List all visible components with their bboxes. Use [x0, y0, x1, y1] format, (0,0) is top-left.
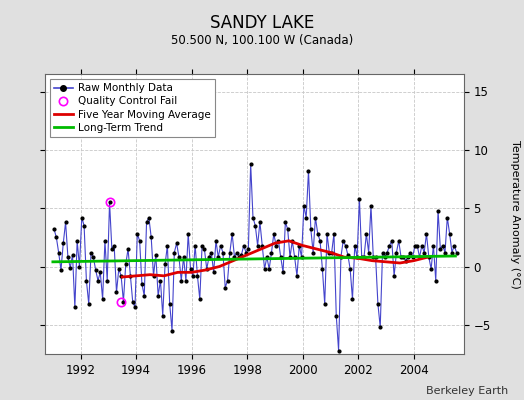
Text: Berkeley Earth: Berkeley Earth [426, 386, 508, 396]
Y-axis label: Temperature Anomaly (°C): Temperature Anomaly (°C) [510, 140, 520, 288]
Text: 50.500 N, 100.100 W (Canada): 50.500 N, 100.100 W (Canada) [171, 34, 353, 47]
Text: SANDY LAKE: SANDY LAKE [210, 14, 314, 32]
Legend: Raw Monthly Data, Quality Control Fail, Five Year Moving Average, Long-Term Tren: Raw Monthly Data, Quality Control Fail, … [50, 79, 215, 137]
